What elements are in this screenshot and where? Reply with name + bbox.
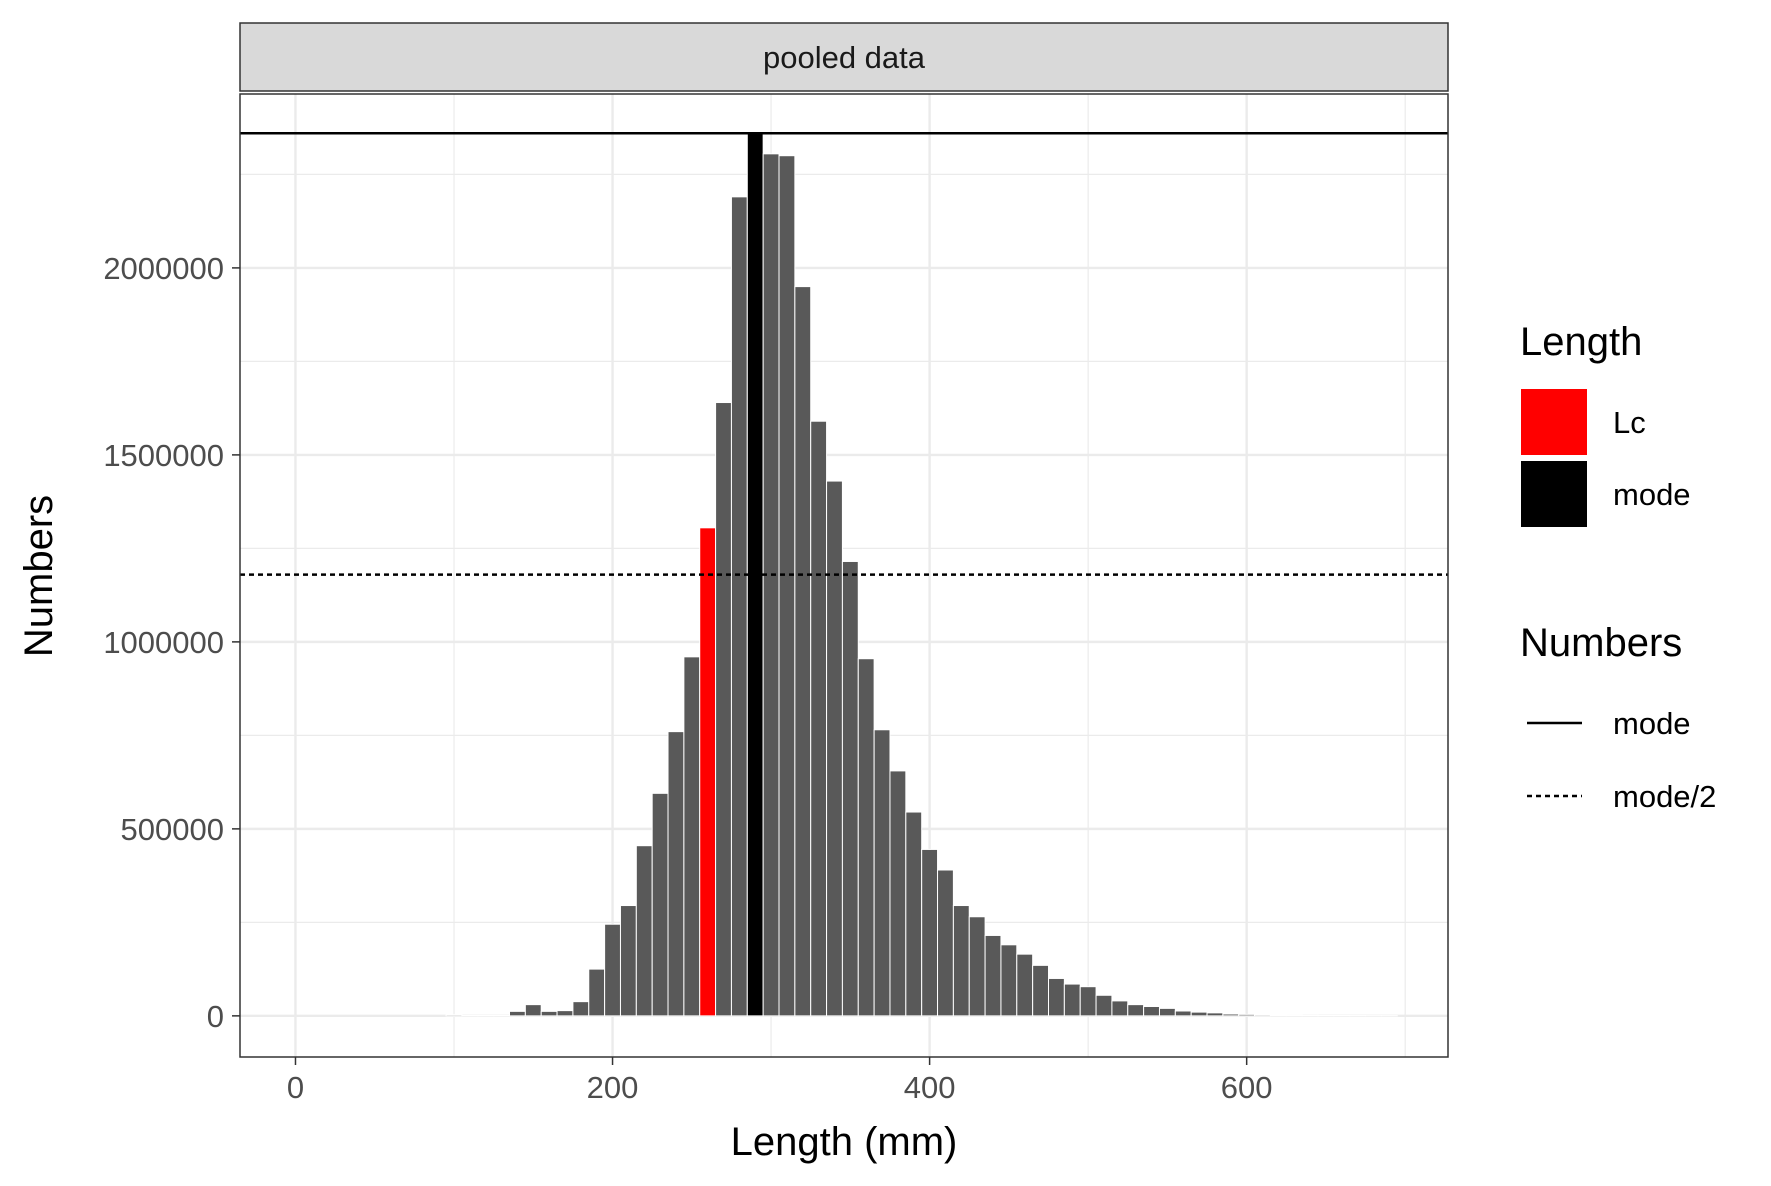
histogram-bar: [1302, 1015, 1318, 1016]
histogram-bar: [636, 846, 652, 1016]
histogram-bar: [842, 561, 858, 1015]
x-tick-label: 0: [287, 1070, 304, 1105]
histogram-bar: [922, 849, 938, 1015]
y-axis-title: Numbers: [17, 495, 61, 657]
legend-length-title: Length: [1520, 320, 1642, 364]
histogram-bar: [1017, 954, 1033, 1016]
legend-label-mode-line: mode: [1613, 706, 1691, 741]
histogram-bar: [1128, 1005, 1144, 1016]
plot-panel: [240, 94, 1448, 1057]
histogram-bar: [510, 1011, 526, 1015]
y-tick-label: 1500000: [103, 438, 224, 473]
histogram-bar: [684, 657, 700, 1016]
histogram-bar: [1270, 1015, 1286, 1016]
histogram-bar: [858, 659, 874, 1016]
x-tick-label: 400: [904, 1070, 956, 1105]
histogram-bar: [1080, 987, 1096, 1016]
histogram-bar: [620, 906, 636, 1016]
histogram-bar: [811, 421, 827, 1016]
histogram-bar-lc: [700, 528, 716, 1016]
histogram-bar: [652, 793, 668, 1016]
histogram-bar: [779, 156, 795, 1016]
histogram-bar: [525, 1005, 541, 1016]
histogram-bar: [1191, 1012, 1207, 1016]
histogram-bar: [589, 969, 605, 1016]
histogram-bar: [1112, 1001, 1128, 1016]
histogram-bar: [541, 1011, 557, 1015]
histogram-bar: [557, 1011, 573, 1016]
histogram-bar: [1223, 1014, 1239, 1016]
histogram-bar: [827, 481, 843, 1016]
histogram-bar: [1144, 1007, 1160, 1016]
histogram-bar: [874, 730, 890, 1016]
facet-strip-label: pooled data: [763, 40, 926, 75]
histogram-bar: [969, 917, 985, 1016]
histogram-bar: [1175, 1011, 1191, 1016]
y-tick-label: 1000000: [103, 625, 224, 660]
x-axis-title: Length (mm): [731, 1120, 958, 1164]
histogram-bar: [716, 403, 732, 1016]
legend-key-mode: [1521, 461, 1587, 527]
histogram-bar: [1033, 965, 1049, 1015]
histogram-bar: [890, 771, 906, 1016]
histogram-bar: [1159, 1008, 1175, 1015]
histogram-bar: [953, 906, 969, 1016]
histogram-bar: [446, 1015, 462, 1016]
histogram-bar: [938, 870, 954, 1016]
histogram-bar: [731, 197, 747, 1016]
histogram-bar: [1001, 945, 1017, 1016]
histogram-bar: [795, 287, 811, 1016]
histogram-bar: [763, 154, 779, 1016]
x-tick-label: 600: [1221, 1070, 1273, 1105]
legend-key-lc: [1521, 389, 1587, 455]
facet-strip: pooled data: [240, 23, 1448, 91]
legend-label-mode: mode: [1613, 477, 1691, 512]
legend-numbers-title: Numbers: [1520, 621, 1682, 665]
histogram-bar: [1239, 1014, 1255, 1015]
x-tick-label: 200: [587, 1070, 639, 1105]
histogram-bar: [906, 812, 922, 1016]
y-tick-label: 2000000: [103, 251, 224, 286]
histogram-bar: [1255, 1015, 1271, 1016]
histogram-bar: [1207, 1013, 1223, 1016]
legend-label-lc: Lc: [1613, 405, 1646, 440]
histogram-bar: [605, 924, 621, 1016]
y-tick-label: 500000: [121, 812, 224, 847]
histogram-bar: [1286, 1015, 1302, 1016]
histogram-bar: [1049, 978, 1065, 1015]
histogram-bar: [985, 935, 1001, 1015]
histogram-bar: [1064, 984, 1080, 1016]
y-tick-label: 0: [207, 999, 224, 1034]
histogram-bar: [573, 1002, 589, 1016]
legend-label-mode-half-line: mode/2: [1613, 779, 1716, 814]
histogram-bar: [1096, 995, 1112, 1016]
histogram-bar: [668, 732, 684, 1016]
